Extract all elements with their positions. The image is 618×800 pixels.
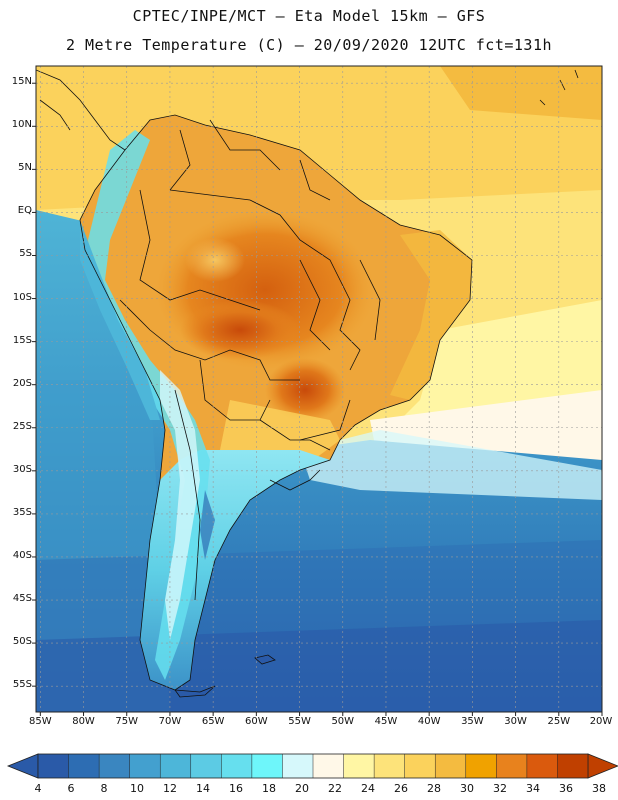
lat-label: 15S [12, 334, 32, 346]
colorbar-cell [374, 754, 405, 778]
lon-label: 20W [589, 716, 613, 727]
lon-label: 45W [374, 716, 398, 727]
pacific-coast-strip [80, 220, 160, 420]
lon-label: 25W [547, 716, 571, 727]
lat-label: 25S [12, 420, 32, 432]
central-hot-zone [180, 300, 300, 360]
colorbar-label: 36 [559, 782, 573, 795]
colorbar-label: 24 [361, 782, 375, 795]
colorbar-cell [251, 754, 283, 778]
colorbar-cell [68, 754, 100, 778]
lat-label: 50S [12, 636, 32, 648]
colorbar-cell [129, 754, 161, 778]
colorbar-label: 4 [34, 782, 42, 795]
lat-label: 20S [12, 377, 32, 389]
colorbar-cell [343, 754, 375, 778]
colorbar-label: 38 [592, 782, 606, 795]
colorbar [6, 753, 618, 779]
lat-label: 5S [19, 248, 32, 260]
colorbar-cell [465, 754, 497, 778]
chart-title-line1: CPTEC/INPE/MCT – Eta Model 15km – GFS [132, 7, 486, 25]
lon-label: 85W [29, 716, 52, 727]
lon-label: 50W [331, 716, 355, 727]
colorbar-label: 10 [130, 782, 144, 795]
colorbar-cell [38, 754, 69, 778]
lat-label: 45S [12, 593, 32, 605]
lon-label: 75W [115, 716, 139, 727]
lon-label: 40W [417, 716, 441, 727]
colorbar-label: 32 [493, 782, 507, 795]
colorbar-cell [313, 754, 344, 778]
lon-label: 30W [504, 716, 527, 727]
country-borders [79, 114, 473, 691]
colorbar-label: 26 [394, 782, 408, 795]
lon-label: 35W [461, 716, 484, 727]
colorbar-label: 12 [163, 782, 177, 795]
lon-label: 65W [201, 716, 225, 727]
colorbar-label: 34 [526, 782, 540, 795]
temperature-field [36, 66, 602, 712]
colorbar-right-arrow [587, 753, 618, 779]
colorbar-label: 8 [100, 782, 108, 795]
subtropical-front [300, 430, 602, 500]
lat-label: 35S [12, 506, 32, 518]
lon-label: 55W [288, 716, 311, 727]
grid-lines [36, 66, 602, 712]
lat-label: EQ [17, 205, 32, 217]
lat-label: 15N [11, 76, 32, 88]
colorbar-cell [435, 754, 467, 778]
colorbar-label: 16 [229, 782, 243, 795]
lat-label: 5N [18, 162, 32, 174]
colorbar-cell [160, 754, 192, 778]
colorbar-label: 18 [262, 782, 276, 795]
lon-label: 80W [72, 716, 95, 727]
colorbar-cell [190, 754, 222, 778]
caribbean-warm-band [440, 66, 602, 120]
chart-title-line2: 2 Metre Temperature (C) – 20/09/2020 12U… [65, 36, 553, 54]
lon-label: 60W [245, 716, 268, 727]
lon-label: 70W [158, 716, 182, 727]
colorbar-cell [526, 754, 558, 778]
lat-label: 10S [12, 291, 32, 303]
colorbar-cell [496, 754, 528, 778]
colorbar-label: 22 [328, 782, 342, 795]
colorbar-label: 6 [67, 782, 75, 795]
interior-cooler-patch [185, 238, 245, 282]
lat-label: 40S [12, 549, 32, 561]
colorbar-label: 30 [460, 782, 474, 795]
lat-label: 30S [12, 463, 32, 475]
lat-label: 10N [11, 119, 32, 131]
falkland-islands [174, 654, 276, 698]
colorbar-cell [221, 754, 253, 778]
colorbar-label: 28 [427, 782, 441, 795]
andes-cold-spot [200, 490, 215, 560]
map-frame [35, 65, 603, 713]
colorbar-cell [557, 754, 589, 778]
colorbar-left-arrow [6, 753, 39, 779]
southeast-hot-zone [265, 358, 345, 422]
colorbar-label: 20 [295, 782, 309, 795]
lat-label: 55S [12, 679, 32, 691]
colorbar-cell [99, 754, 130, 778]
axis-ticks [32, 82, 603, 716]
colorbar-cell [282, 754, 314, 778]
central-america-outline [36, 69, 579, 151]
east-coast-band [390, 230, 472, 400]
colorbar-label: 14 [196, 782, 210, 795]
colorbar-cell [404, 754, 436, 778]
